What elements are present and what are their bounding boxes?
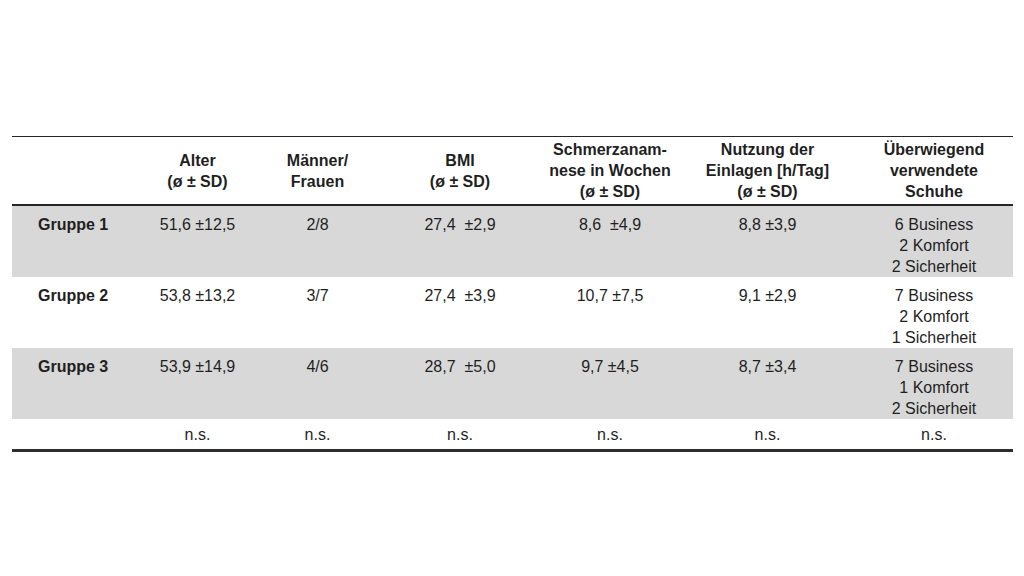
- col-header-schmerzanamnese: Schmerzanam- nese in Wochen (ø ± SD): [540, 137, 680, 206]
- row-label-gruppe-1: Gruppe 1: [12, 205, 140, 277]
- cell-ns-alter: n.s.: [140, 419, 255, 450]
- significance-row-label: [12, 419, 140, 450]
- page: Alter (ø ± SD) Männer/ Frauen BMI (ø ± S…: [0, 0, 1024, 576]
- cell-gruppe1-nutzung: 8,8 ±3,9: [680, 205, 855, 277]
- cell-gruppe1-alter: 51,6 ±12,5: [140, 205, 255, 277]
- row-label-gruppe-2: Gruppe 2: [12, 277, 140, 348]
- table-row-gruppe-1: Gruppe 1 51,6 ±12,5 2/8 27,4 ±2,9 8,6 ±4…: [12, 205, 1013, 277]
- cell-gruppe2-alter: 53,8 ±13,2: [140, 277, 255, 348]
- cell-ns-nutzung: n.s.: [680, 419, 855, 450]
- cell-ns-schmerzanamnese: n.s.: [540, 419, 680, 450]
- cell-ns-maenner-frauen: n.s.: [255, 419, 380, 450]
- cell-gruppe2-schmerzanamnese: 10,7 ±7,5: [540, 277, 680, 348]
- significance-row: n.s. n.s. n.s. n.s. n.s. n.s.: [12, 419, 1013, 450]
- col-header-alter: Alter (ø ± SD): [140, 137, 255, 206]
- col-header-bmi: BMI (ø ± SD): [380, 137, 540, 206]
- corner-cell: [12, 137, 140, 206]
- cell-gruppe3-schuhe: 7 Business 1 Komfort 2 Sicherheit: [855, 348, 1013, 419]
- cell-gruppe3-nutzung: 8,7 ±3,4: [680, 348, 855, 419]
- cell-gruppe1-bmi: 27,4 ±2,9: [380, 205, 540, 277]
- cell-gruppe2-nutzung: 9,1 ±2,9: [680, 277, 855, 348]
- group-statistics-table: Alter (ø ± SD) Männer/ Frauen BMI (ø ± S…: [12, 136, 1013, 452]
- cell-gruppe2-maenner-frauen: 3/7: [255, 277, 380, 348]
- table-row-gruppe-3: Gruppe 3 53,9 ±14,9 4/6 28,7 ±5,0 9,7 ±4…: [12, 348, 1013, 419]
- cell-gruppe1-schuhe: 6 Business 2 Komfort 2 Sicherheit: [855, 205, 1013, 277]
- cell-gruppe3-schmerzanamnese: 9,7 ±4,5: [540, 348, 680, 419]
- cell-gruppe2-bmi: 27,4 ±3,9: [380, 277, 540, 348]
- cell-gruppe2-schuhe: 7 Business 2 Komfort 1 Sicherheit: [855, 277, 1013, 348]
- table-row-gruppe-2: Gruppe 2 53,8 ±13,2 3/7 27,4 ±3,9 10,7 ±…: [12, 277, 1013, 348]
- cell-gruppe3-bmi: 28,7 ±5,0: [380, 348, 540, 419]
- col-header-schuhe: Überwiegend verwendete Schuhe: [855, 137, 1013, 206]
- cell-ns-schuhe: n.s.: [855, 419, 1013, 450]
- cell-gruppe3-maenner-frauen: 4/6: [255, 348, 380, 419]
- col-header-nutzung-einlagen: Nutzung der Einlagen [h/Tag] (ø ± SD): [680, 137, 855, 206]
- statistics-table-container: Alter (ø ± SD) Männer/ Frauen BMI (ø ± S…: [12, 136, 1013, 452]
- cell-gruppe3-alter: 53,9 ±14,9: [140, 348, 255, 419]
- col-header-maenner-frauen: Männer/ Frauen: [255, 137, 380, 206]
- cell-gruppe1-schmerzanamnese: 8,6 ±4,9: [540, 205, 680, 277]
- header-row: Alter (ø ± SD) Männer/ Frauen BMI (ø ± S…: [12, 137, 1013, 206]
- cell-ns-bmi: n.s.: [380, 419, 540, 450]
- row-label-gruppe-3: Gruppe 3: [12, 348, 140, 419]
- cell-gruppe1-maenner-frauen: 2/8: [255, 205, 380, 277]
